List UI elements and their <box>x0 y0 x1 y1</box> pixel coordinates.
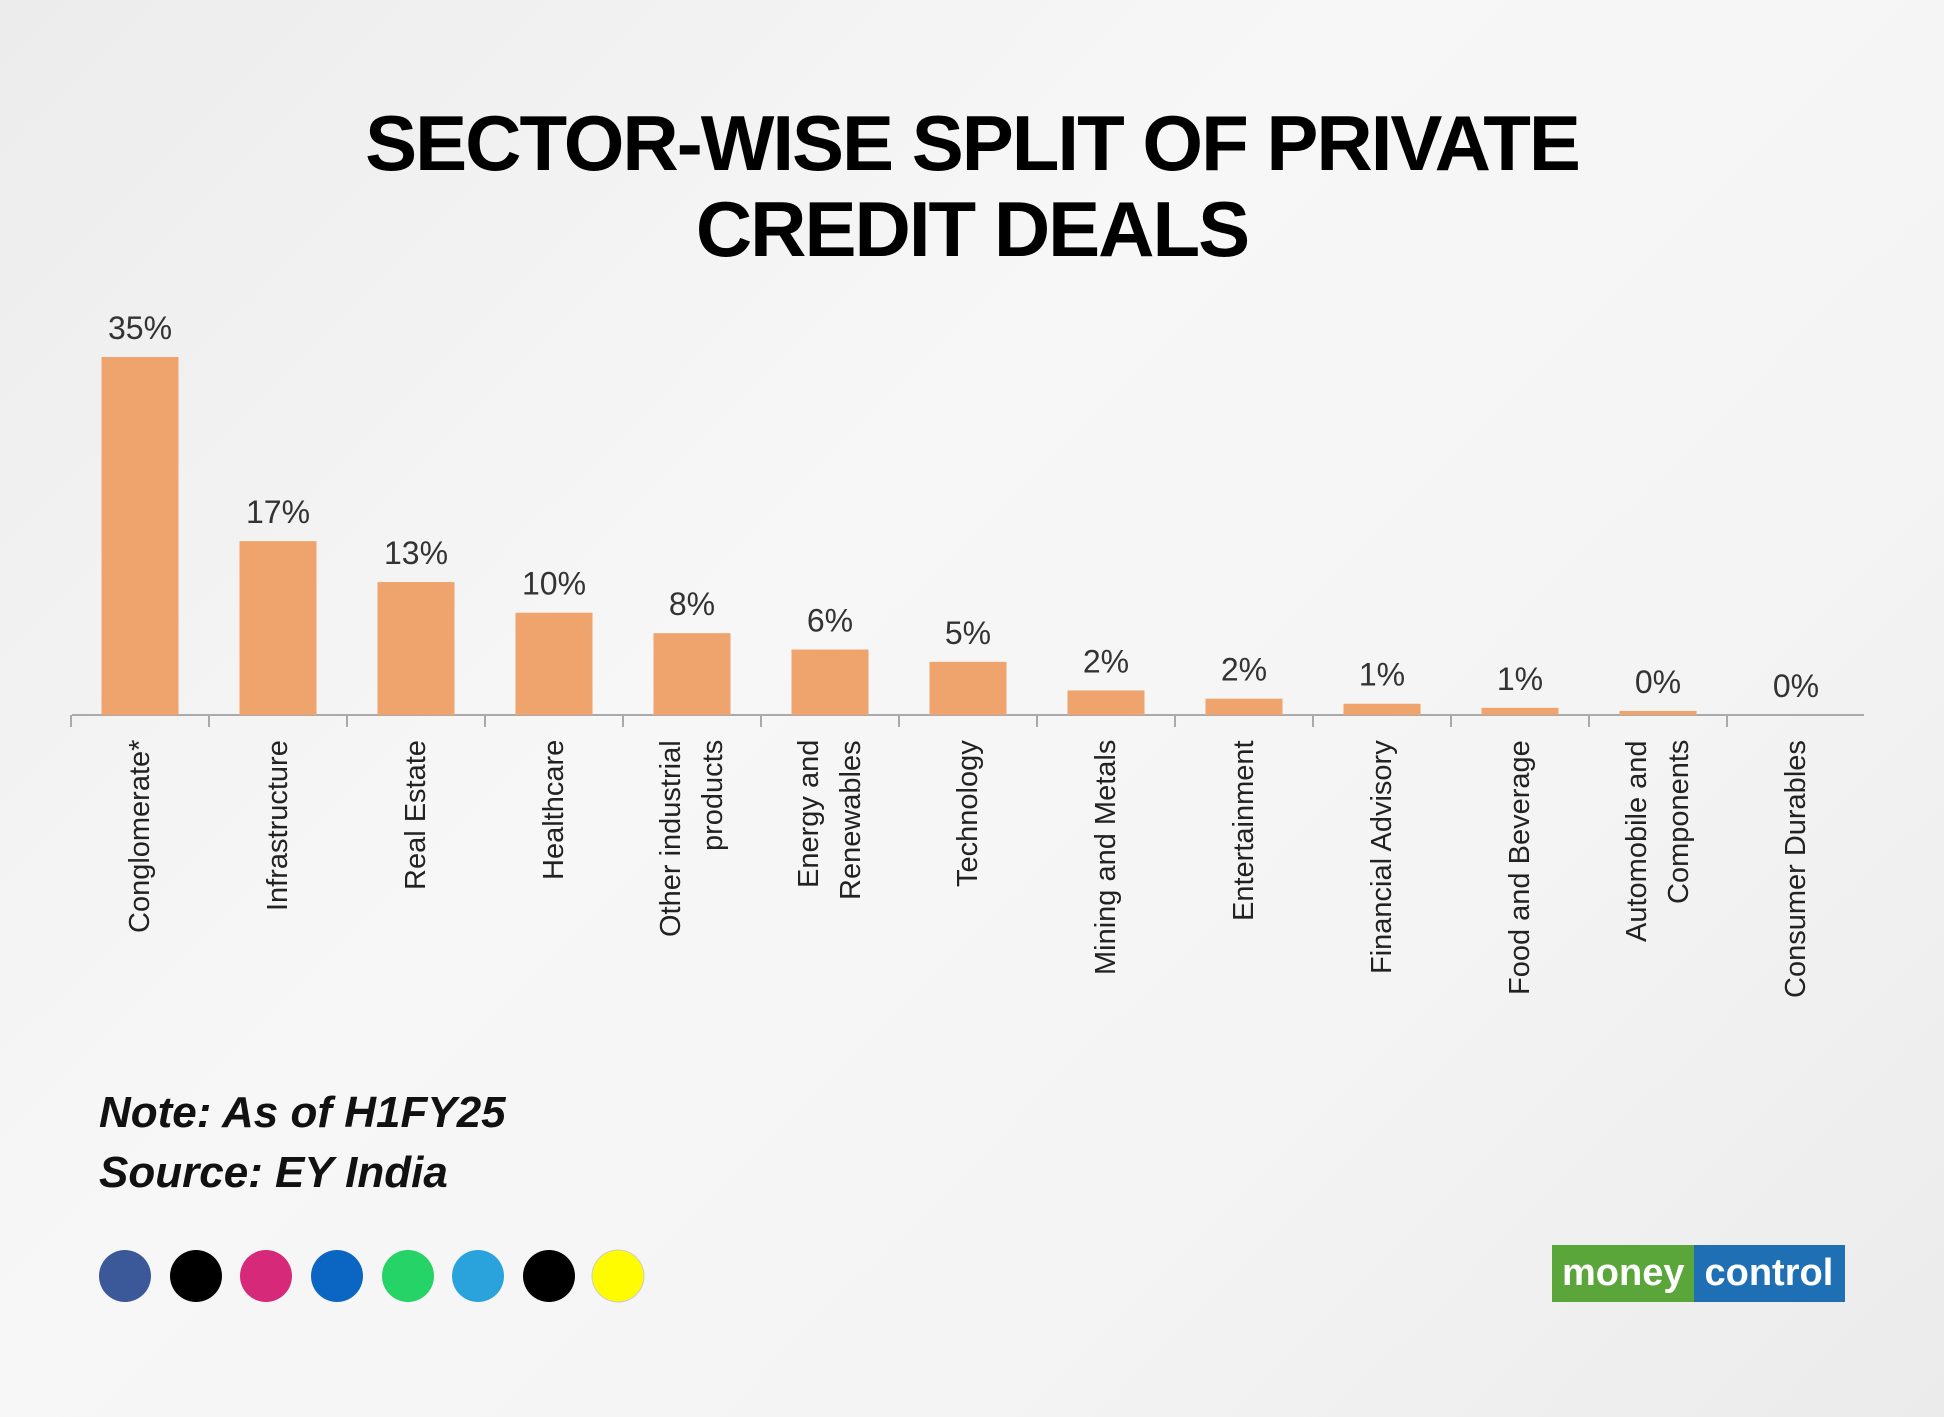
note: Note: As of H1FY25 <box>99 1088 506 1137</box>
value-label: 8% <box>669 586 715 622</box>
value-label: 2% <box>1221 652 1267 688</box>
bar <box>239 541 317 715</box>
source: Source: EY India <box>99 1148 448 1197</box>
bar <box>791 649 869 715</box>
logo-part: control <box>1694 1245 1845 1302</box>
value-label: 2% <box>1083 643 1129 679</box>
x-tick-label: Mining and Metals <box>1090 740 1122 976</box>
value-label: 5% <box>945 615 991 651</box>
value-label: 6% <box>807 603 853 639</box>
value-label: 0% <box>1773 668 1819 704</box>
value-label: 1% <box>1497 661 1543 697</box>
logo: money control <box>1552 1245 1845 1302</box>
x-tick-label: Food and Beverage <box>1504 740 1536 995</box>
x-tick-label: Technology <box>952 740 984 887</box>
value-label: 0% <box>1635 664 1681 700</box>
bar <box>653 633 731 715</box>
bar <box>1205 698 1283 715</box>
x-tick-label: Healthcare <box>538 740 570 881</box>
bar <box>515 612 593 715</box>
value-label: 17% <box>246 494 310 530</box>
x-tick-label: Infrastructure <box>262 740 294 911</box>
x-tick-label: Entertainment <box>1228 740 1260 921</box>
chart-title: SECTOR-WISE SPLIT OF PRIVATE CREDIT DEAL… <box>365 99 1581 273</box>
x-tick-label: Real Estate <box>400 740 432 890</box>
bar <box>1343 703 1421 715</box>
bar <box>929 661 1007 715</box>
logo-part: money <box>1552 1245 1695 1302</box>
x-tick-label: Other industrial products <box>655 740 729 937</box>
x-tick-label: Consumer Durables <box>1780 740 1812 998</box>
bar <box>1481 707 1559 715</box>
x-tick-label: Energy and Renewables <box>793 740 867 900</box>
value-label: 35% <box>108 310 172 346</box>
bar <box>1619 710 1697 715</box>
x-tick-label: Financial Advisory <box>1366 740 1398 974</box>
bar <box>1067 690 1145 715</box>
value-label: 13% <box>384 535 448 571</box>
bar <box>377 582 455 715</box>
bar <box>101 357 179 715</box>
x-tick-label: Automobile and Components <box>1621 740 1695 942</box>
x-tick-label: Conglomerate* <box>124 740 156 934</box>
social-icons <box>99 1249 645 1303</box>
value-label: 10% <box>522 566 586 602</box>
value-label: 1% <box>1359 657 1405 693</box>
